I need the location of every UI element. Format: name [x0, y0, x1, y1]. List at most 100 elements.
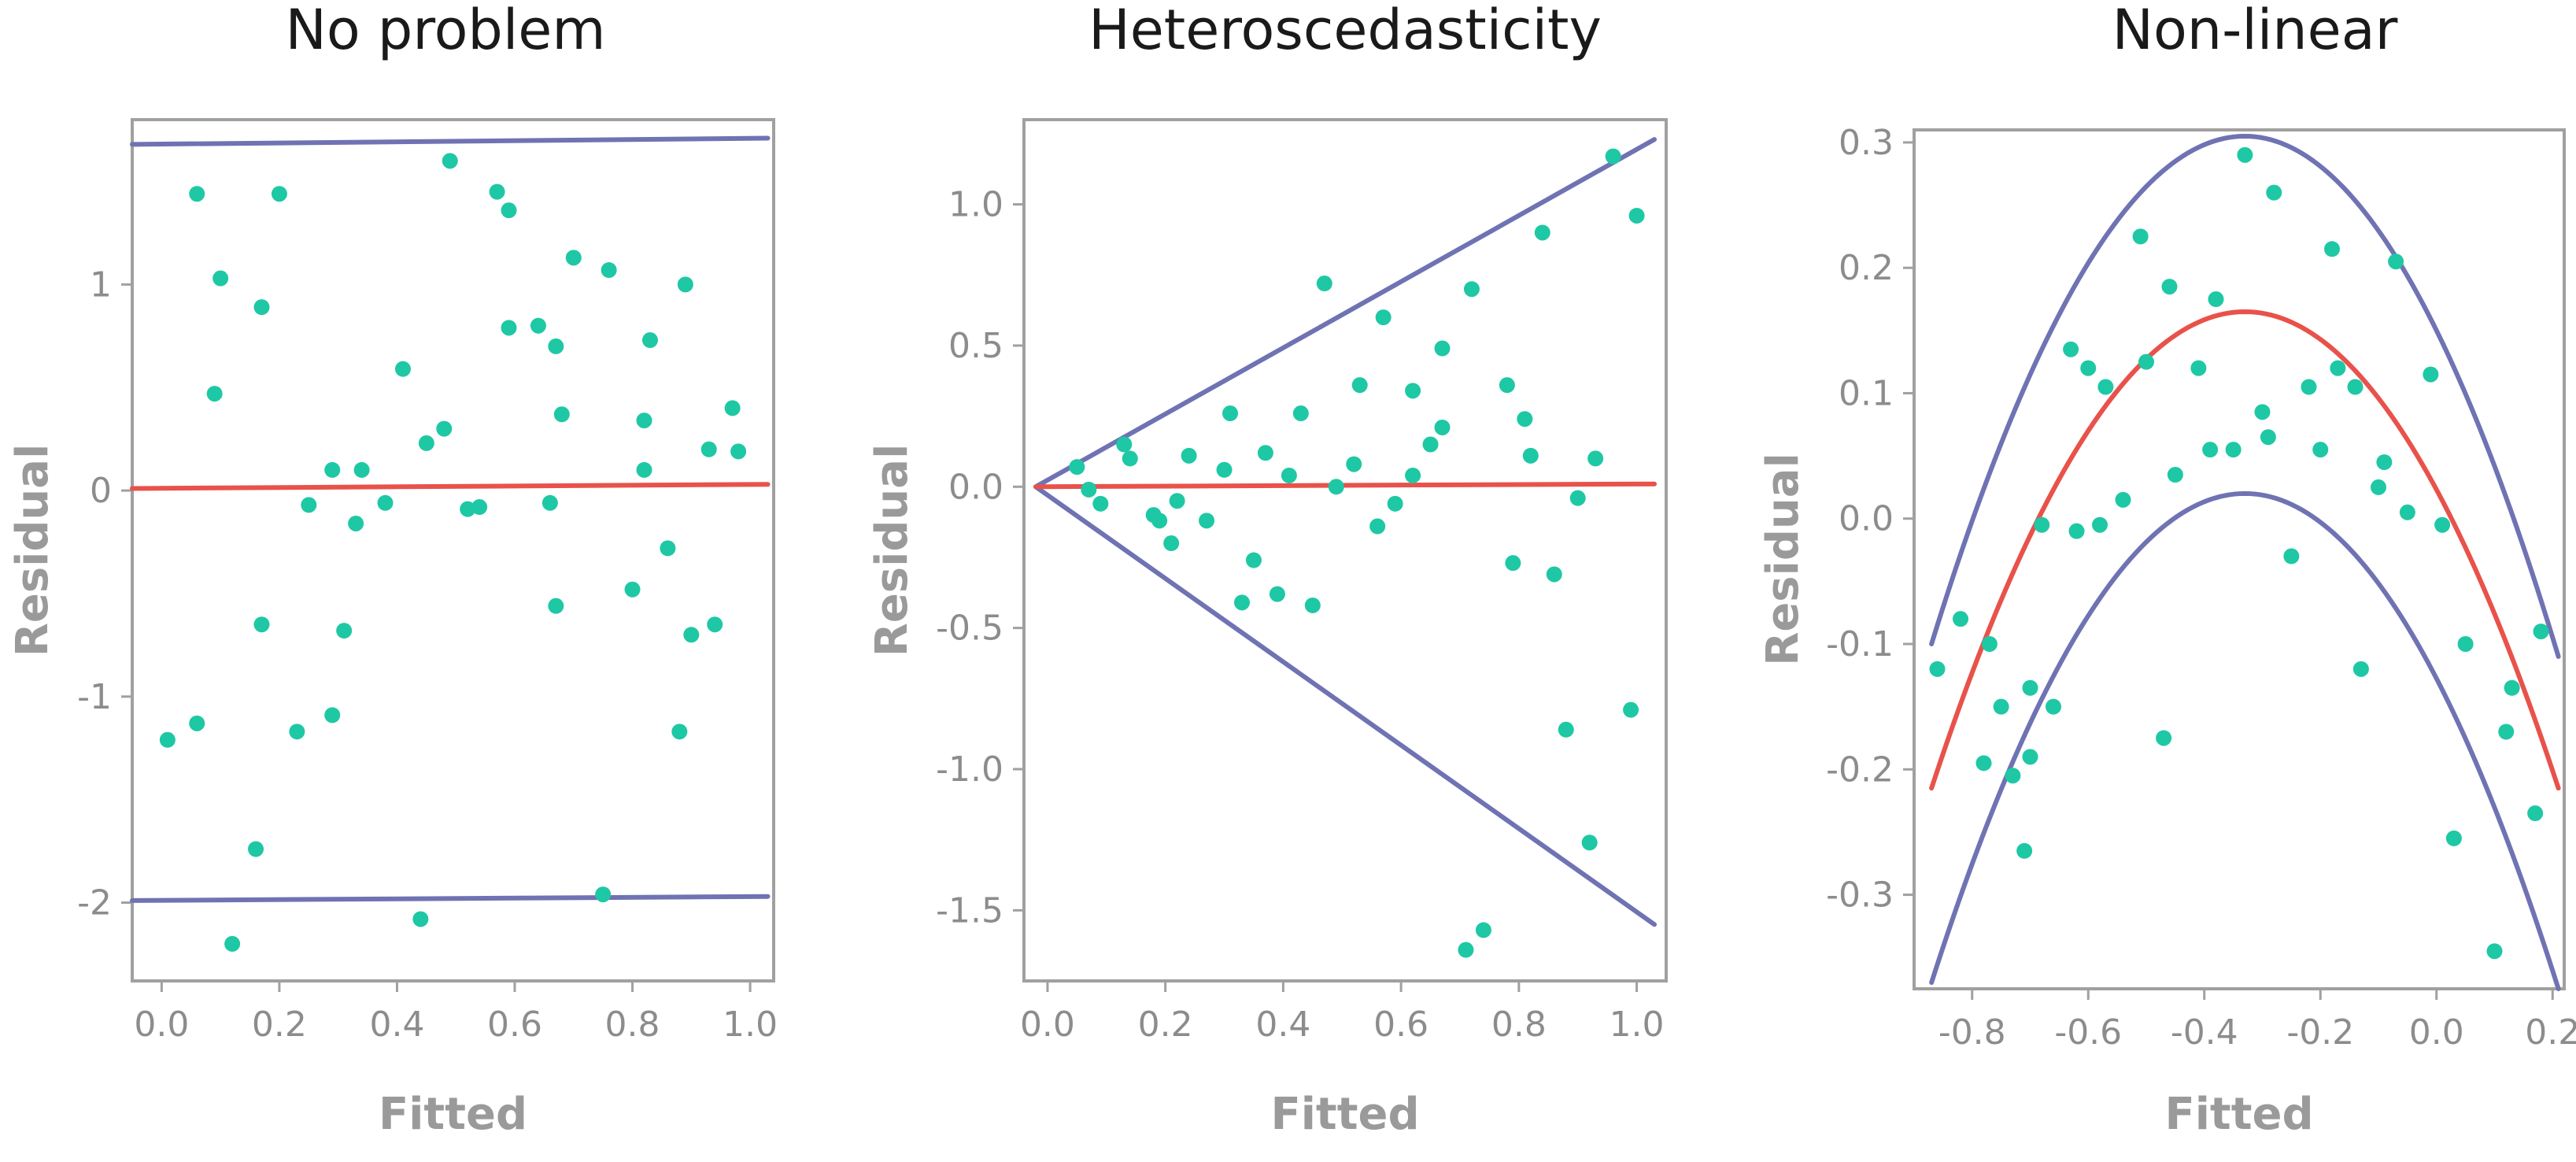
data-point — [501, 320, 517, 336]
data-point — [1434, 419, 1451, 435]
data-point — [1929, 661, 1946, 677]
data-point — [159, 731, 176, 748]
chart-panel-1: No problem 0.0 0.2 0.4 0.6 0.8 1.0 -2 -1 0 1 Fitted… — [7, 0, 778, 1140]
data-point — [1081, 481, 1097, 498]
data-point — [1463, 281, 1480, 298]
data-point — [2399, 504, 2415, 520]
data-point — [2080, 360, 2097, 376]
data-point — [206, 386, 223, 402]
data-point — [1422, 436, 1439, 453]
y-tick-label: -0.3 — [1826, 875, 1894, 916]
x-tick-label: 0.6 — [487, 1005, 542, 1045]
y-tick-label: -0.1 — [1826, 624, 1894, 664]
data-point — [2486, 943, 2503, 960]
x-tick-label: -0.2 — [2286, 1012, 2354, 1053]
data-point — [412, 911, 429, 927]
data-point — [2063, 341, 2079, 357]
data-point — [248, 841, 264, 857]
band-curve-1 — [1929, 133, 2561, 659]
data-point — [1499, 377, 1515, 394]
chart-panel-2: Heteroscedasticity 0.0 0.2 0.4 0.6 0.8 1.0 -1.5… — [867, 0, 1668, 1140]
data-point — [1375, 309, 1391, 326]
data-point — [189, 715, 205, 731]
data-point — [1351, 377, 1368, 394]
data-point — [2445, 830, 2462, 846]
data-point — [2005, 768, 2021, 784]
data-point — [1281, 467, 1297, 483]
data-point — [1328, 479, 1344, 495]
data-point — [548, 338, 564, 354]
data-point — [624, 581, 641, 598]
data-point — [595, 886, 612, 903]
data-point — [2504, 679, 2520, 696]
data-point — [442, 153, 458, 169]
y-tick-label: 0.1 — [1839, 373, 1894, 413]
fit-line — [130, 482, 771, 491]
x-axis-label: Fitted — [2164, 1089, 2313, 1140]
data-point — [1257, 445, 1273, 461]
data-point — [2208, 291, 2224, 308]
data-point — [2237, 146, 2253, 163]
data-point — [1222, 405, 1239, 422]
data-point — [324, 461, 341, 478]
data-point — [1475, 922, 1491, 938]
data-point — [394, 361, 411, 377]
x-tick-label: -0.8 — [1938, 1012, 2006, 1053]
x-tick-label: 0.8 — [1491, 1005, 1547, 1045]
data-point — [2097, 379, 2114, 395]
x-tick-label: 0.0 — [1020, 1005, 1075, 1045]
data-point — [2022, 679, 2038, 696]
data-point — [1623, 701, 1639, 718]
data-point — [1458, 942, 1474, 958]
data-point — [2132, 228, 2149, 245]
data-point — [2457, 636, 2474, 653]
data-point — [1605, 148, 1621, 165]
data-point — [271, 186, 287, 202]
data-point — [1199, 513, 1215, 529]
data-point — [2156, 730, 2172, 746]
data-point — [2260, 429, 2276, 446]
data-point — [1993, 698, 2009, 715]
data-point — [2376, 454, 2393, 471]
data-point — [189, 186, 205, 202]
data-point — [2352, 661, 2369, 677]
x-tick-label: -0.4 — [2171, 1012, 2238, 1053]
data-point — [530, 317, 546, 334]
x-tick-label: 1.0 — [1610, 1005, 1665, 1045]
data-point — [601, 262, 617, 279]
data-point — [2388, 253, 2404, 270]
data-point — [1569, 490, 1586, 506]
data-point — [460, 501, 476, 517]
y-tick-label: 1.0 — [948, 185, 1003, 225]
y-tick-label: 0.0 — [1839, 499, 1894, 539]
data-point — [501, 202, 517, 219]
data-point — [1546, 566, 1562, 583]
data-point — [2330, 360, 2346, 376]
data-point — [1405, 467, 1421, 483]
data-point — [677, 276, 693, 293]
data-point — [2283, 548, 2300, 564]
data-point — [1304, 597, 1321, 613]
data-point — [671, 723, 688, 740]
data-point — [660, 540, 676, 557]
data-point — [1628, 207, 1645, 224]
data-point — [1269, 586, 1285, 602]
x-tick-label: 0.4 — [1255, 1005, 1310, 1045]
x-tick-label: 0.8 — [605, 1005, 660, 1045]
data-point — [2167, 466, 2183, 483]
data-point — [641, 332, 658, 349]
data-point — [1181, 447, 1197, 464]
x-tick-label: -0.6 — [2054, 1012, 2122, 1053]
data-point — [2138, 353, 2154, 370]
data-point — [2312, 442, 2329, 458]
x-tick-label: 0.2 — [1138, 1005, 1193, 1045]
data-point — [2254, 404, 2271, 420]
y-tick-label: -0.5 — [936, 609, 1003, 649]
data-point — [1405, 383, 1421, 399]
y-axis-label: Residual — [867, 444, 918, 657]
data-point — [700, 441, 717, 457]
data-point — [1216, 461, 1233, 478]
data-point — [436, 420, 453, 437]
data-point — [2498, 723, 2515, 740]
fit-line — [1033, 481, 1658, 490]
